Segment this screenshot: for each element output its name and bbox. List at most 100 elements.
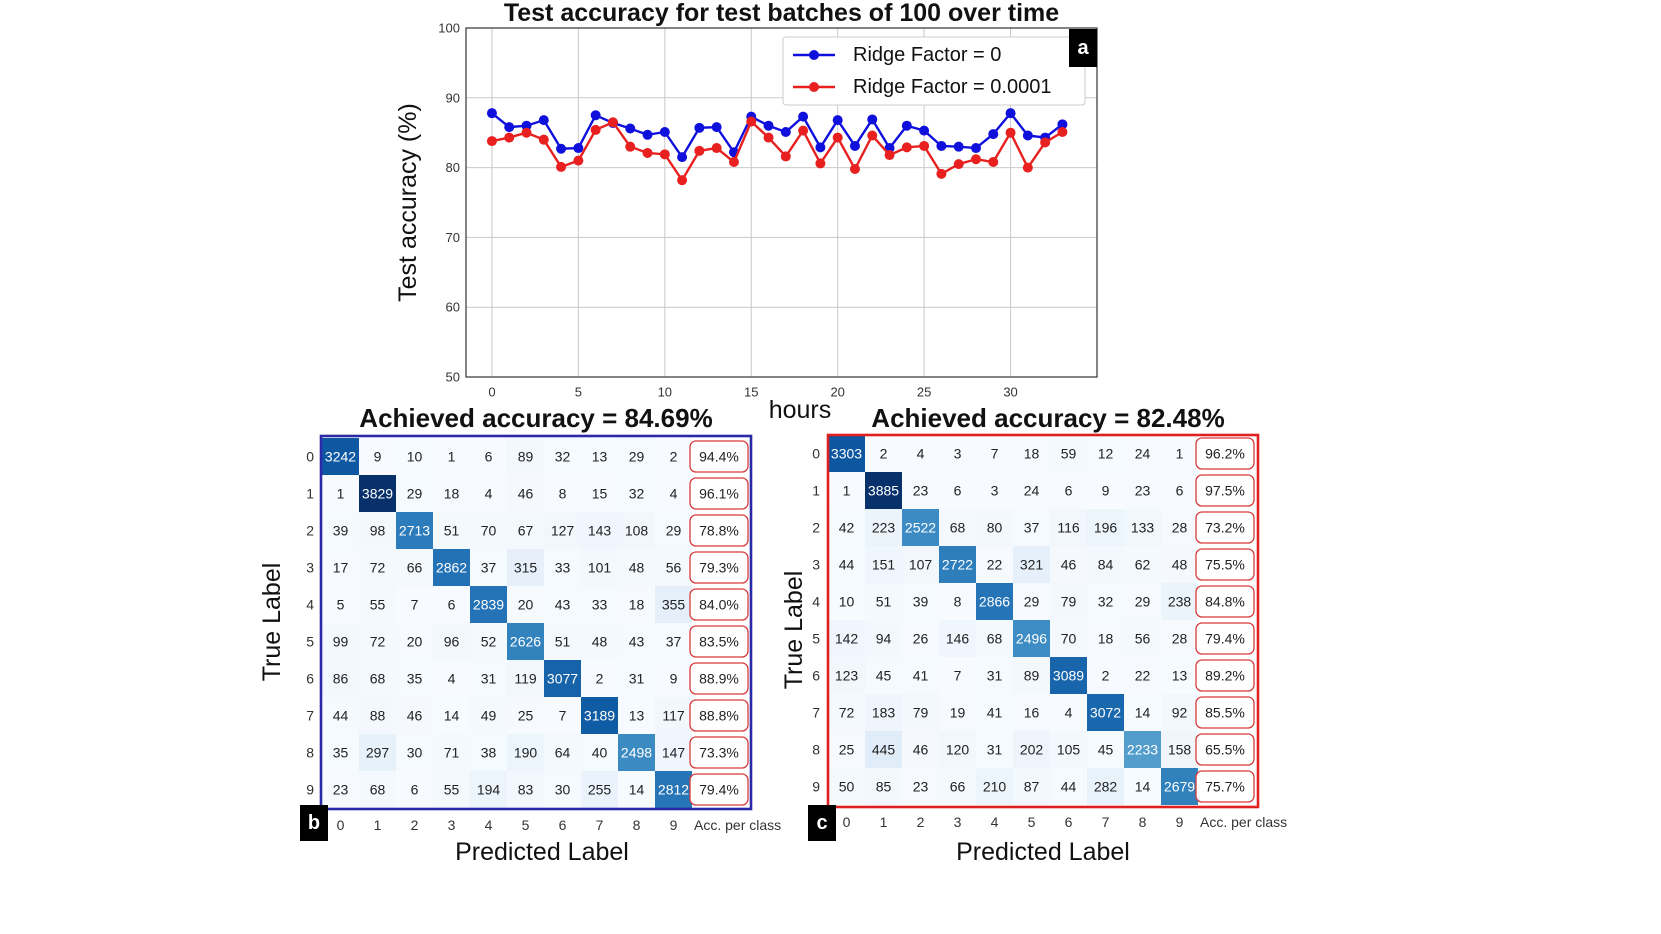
row-label: 0 <box>306 449 314 465</box>
x-tick-label: 10 <box>658 385 672 400</box>
cell-value: 3189 <box>584 708 615 724</box>
cell-value: 68 <box>987 631 1003 647</box>
matrix-cell <box>1161 546 1198 583</box>
matrix-cell <box>902 731 939 768</box>
column-label: 1 <box>374 817 382 833</box>
cell-value: 18 <box>1098 631 1114 647</box>
matrix-cell <box>655 438 692 475</box>
cell-value: 51 <box>876 594 892 610</box>
cell-value: 29 <box>666 523 682 539</box>
data-point <box>625 123 636 134</box>
matrix-cell <box>865 546 902 583</box>
matrix-cell <box>1013 546 1050 583</box>
matrix-cell <box>433 549 470 586</box>
cell-value: 120 <box>946 742 970 758</box>
cell-value: 44 <box>1061 779 1077 795</box>
data-point <box>711 122 722 133</box>
matrix-cell <box>1087 620 1124 657</box>
y-tick-label: 80 <box>446 160 460 175</box>
data-point <box>1057 119 1068 130</box>
matrix-cell <box>433 475 470 512</box>
matrix-cell <box>507 623 544 660</box>
per-class-accuracy: 78.8% <box>699 523 739 539</box>
data-point <box>780 127 791 138</box>
column-label: 6 <box>1065 814 1073 830</box>
matrix-cell <box>581 734 618 771</box>
matrix-cell <box>544 734 581 771</box>
cell-value: 41 <box>913 668 929 684</box>
row-label: 4 <box>306 597 314 613</box>
matrix-cell <box>902 509 939 546</box>
data-point <box>901 120 912 131</box>
data-point <box>625 141 636 152</box>
data-point <box>694 122 705 133</box>
cell-value: 10 <box>839 594 855 610</box>
cell-value: 4 <box>448 671 456 687</box>
per-class-accuracy: 75.7% <box>1205 779 1245 795</box>
cell-value: 35 <box>407 671 423 687</box>
cell-value: 55 <box>444 782 460 798</box>
cell-value: 46 <box>407 708 423 724</box>
per-class-accuracy: 96.1% <box>699 486 739 502</box>
cell-value: 43 <box>629 634 645 650</box>
data-point <box>988 129 999 140</box>
cell-value: 190 <box>514 745 538 761</box>
cell-value: 16 <box>1024 705 1040 721</box>
plot-frame <box>465 27 1098 378</box>
matrix-cell <box>865 435 902 472</box>
cell-value: 7 <box>559 708 567 724</box>
cell-value: 3885 <box>868 483 899 499</box>
matrix-cell <box>976 435 1013 472</box>
matrix-cell <box>939 620 976 657</box>
cell-value: 26 <box>913 631 929 647</box>
data-point <box>867 114 878 125</box>
data-point <box>677 175 688 186</box>
matrix-cell <box>618 549 655 586</box>
cell-value: 202 <box>1020 742 1044 758</box>
cell-value: 88 <box>370 708 386 724</box>
cell-value: 68 <box>370 782 386 798</box>
legend-marker <box>809 50 819 60</box>
row-label: 6 <box>812 668 820 684</box>
per-class-accuracy-box <box>1195 474 1255 507</box>
matrix-cell <box>976 731 1013 768</box>
cell-value: 2862 <box>436 560 467 576</box>
cell-value: 143 <box>588 523 612 539</box>
cell-value: 3242 <box>325 449 356 465</box>
matrix-cell <box>1087 583 1124 620</box>
cell-value: 22 <box>1135 668 1151 684</box>
matrix-cell <box>976 657 1013 694</box>
matrix-cell <box>433 586 470 623</box>
per-class-accuracy-box <box>1195 733 1255 766</box>
matrix-cell <box>828 435 865 472</box>
row-label: 5 <box>812 631 820 647</box>
legend-box <box>782 36 1086 106</box>
cell-value: 14 <box>444 708 460 724</box>
cell-value: 96 <box>444 634 460 650</box>
cell-value: 1 <box>843 483 851 499</box>
row-label: 9 <box>306 782 314 798</box>
matrix-cell <box>396 512 433 549</box>
matrix-cell <box>939 731 976 768</box>
column-label: 9 <box>1176 814 1184 830</box>
cell-value: 50 <box>839 779 855 795</box>
matrix-cell <box>359 734 396 771</box>
data-point <box>815 142 826 153</box>
cell-value: 297 <box>366 745 390 761</box>
cell-value: 158 <box>1168 742 1192 758</box>
cell-value: 238 <box>1168 594 1192 610</box>
matrix-cell <box>433 623 470 660</box>
matrix-cell <box>581 623 618 660</box>
per-class-accuracy-box <box>1195 585 1255 618</box>
cell-value: 7 <box>954 668 962 684</box>
row-label: 1 <box>306 486 314 502</box>
matrix-cell <box>865 509 902 546</box>
data-point <box>953 141 964 152</box>
cell-value: 37 <box>1024 520 1040 536</box>
data-point <box>1057 127 1068 138</box>
cell-value: 127 <box>551 523 575 539</box>
cell-value: 3089 <box>1053 668 1084 684</box>
cell-value: 14 <box>1135 779 1151 795</box>
data-point <box>607 117 618 128</box>
row-label: 7 <box>812 705 820 721</box>
